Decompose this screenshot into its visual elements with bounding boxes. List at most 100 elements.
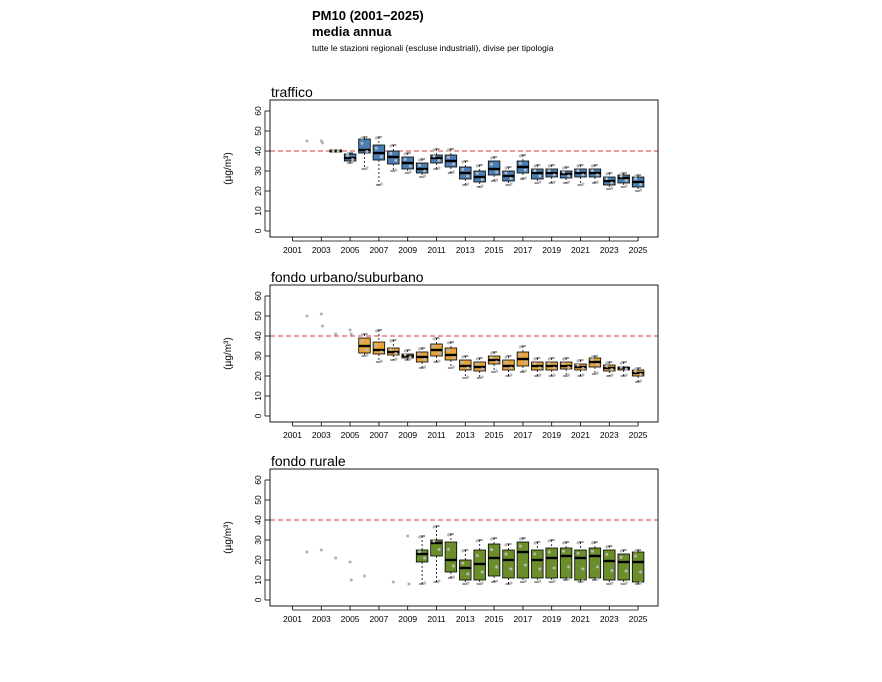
station-point <box>619 361 623 365</box>
station-point <box>365 150 369 153</box>
station-point <box>595 371 599 375</box>
station-point <box>610 581 614 585</box>
station-point <box>495 369 499 373</box>
station-point <box>590 355 594 359</box>
station-point <box>605 361 609 365</box>
station-point <box>552 173 556 177</box>
box <box>588 547 602 579</box>
station-point <box>466 182 470 186</box>
station-point <box>305 314 309 318</box>
x-tick-label: 2001 <box>283 614 302 624</box>
station-point <box>418 347 422 351</box>
station-point <box>348 560 352 564</box>
station-point <box>461 355 465 359</box>
station-point <box>446 155 450 159</box>
station-point <box>581 367 585 370</box>
y-tick-label: 0 <box>253 413 263 418</box>
station-point <box>590 169 594 173</box>
box <box>358 138 371 154</box>
station-point <box>437 166 441 170</box>
x-tick-label: 2017 <box>513 245 532 255</box>
station-point <box>475 539 479 543</box>
station-point <box>408 164 412 168</box>
x-tick-label: 2019 <box>542 430 561 440</box>
plot-frame <box>269 284 659 423</box>
station-point <box>610 569 614 572</box>
station-point <box>552 180 556 184</box>
station-point <box>495 178 499 182</box>
station-point <box>480 375 484 379</box>
station-point <box>533 164 537 168</box>
station-point <box>374 343 378 347</box>
x-tick-label: 2013 <box>456 614 475 624</box>
station-point <box>461 360 465 364</box>
station-point <box>451 170 455 174</box>
x-tick-label: 2011 <box>427 614 446 624</box>
y-tick-label: 50 <box>253 126 263 136</box>
station-point <box>451 356 455 359</box>
station-point <box>495 565 499 569</box>
station-point <box>461 561 465 565</box>
station-point <box>331 149 335 153</box>
station-point <box>446 148 450 152</box>
station-point <box>581 579 585 583</box>
station-point <box>634 554 638 558</box>
station-point <box>475 554 479 558</box>
station-point <box>437 351 441 355</box>
station-point <box>451 162 455 166</box>
station-point <box>446 547 450 551</box>
y-tick-label: 20 <box>253 371 263 381</box>
station-point <box>480 184 484 188</box>
station-point <box>360 141 364 145</box>
station-point <box>590 541 594 545</box>
station-point <box>466 375 470 379</box>
station-point <box>523 168 527 172</box>
station-point <box>562 541 566 545</box>
station-point <box>639 183 643 186</box>
station-point <box>475 164 479 168</box>
station-point <box>418 550 422 554</box>
station-point <box>547 164 551 168</box>
box <box>487 543 501 577</box>
x-tick-label: 2015 <box>485 245 504 255</box>
x-tick-label: 2007 <box>369 245 388 255</box>
x-tick-label: 2017 <box>513 614 532 624</box>
x-tick-label: 2017 <box>513 430 532 440</box>
station-point <box>624 367 628 371</box>
station-point <box>504 355 508 359</box>
station-point <box>567 366 571 369</box>
station-point <box>523 176 527 180</box>
station-point <box>518 161 522 165</box>
y-axis-label: (µg/m³) <box>223 152 234 184</box>
chart-panel: fondo rurale (µg/m³) 0 10 20 30 40 50 60 2001 2003… <box>223 453 659 624</box>
station-point <box>533 362 537 366</box>
station-point <box>595 363 599 366</box>
station-point <box>547 550 551 554</box>
station-point <box>634 177 638 181</box>
station-point <box>403 157 407 161</box>
station-point <box>619 555 623 559</box>
station-point <box>334 332 338 336</box>
station-point <box>610 186 614 190</box>
station-point <box>391 580 395 584</box>
plot-frame <box>269 99 659 238</box>
station-point <box>466 174 470 178</box>
subtitle: media annua <box>312 24 392 39</box>
station-point <box>538 180 542 184</box>
x-tick-label: 2015 <box>485 430 504 440</box>
station-point <box>610 373 614 377</box>
x-tick-label: 2005 <box>341 245 360 255</box>
station-point <box>379 182 383 186</box>
station-point <box>406 534 410 538</box>
box <box>372 341 386 355</box>
y-axis-label: (µg/m³) <box>223 521 234 553</box>
x-tick-label: 2021 <box>571 245 590 255</box>
station-point <box>509 177 513 180</box>
station-point <box>374 136 378 140</box>
station-point <box>639 379 643 383</box>
chart-panel: fondo urbano/suburbano (µg/m³) 0 10 20 30 40 50… <box>223 269 659 440</box>
station-point <box>351 160 355 164</box>
station-point <box>349 332 353 336</box>
y-tick-label: 10 <box>253 206 263 216</box>
station-point <box>590 358 594 362</box>
